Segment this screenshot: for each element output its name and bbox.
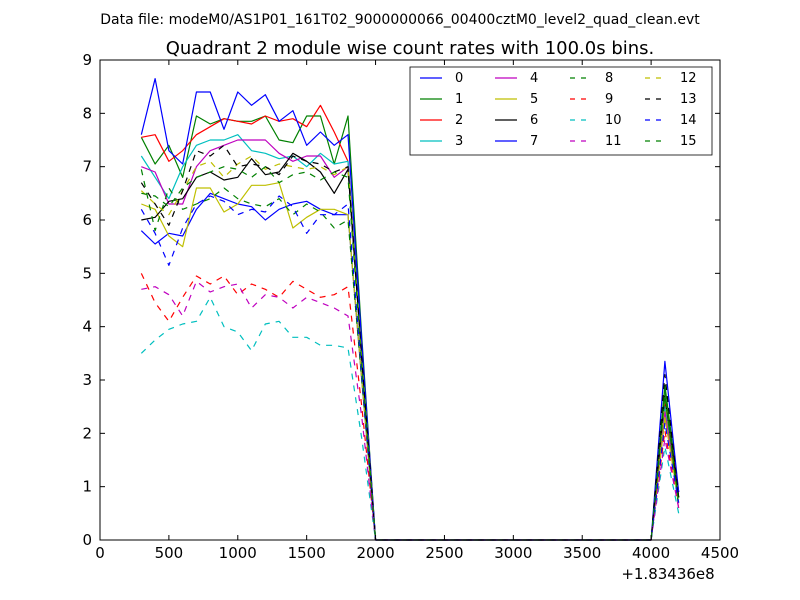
legend-label-9: 9 (605, 92, 613, 107)
x-tick-label: 4500 (701, 544, 739, 562)
legend-label-6: 6 (530, 113, 538, 128)
y-tick-label: 0 (82, 531, 92, 549)
legend-label-1: 1 (455, 92, 463, 107)
x-tick-label: 4000 (632, 544, 670, 562)
x-tick-label: 0 (95, 544, 105, 562)
x-axis: 0 500 1000 1500 2000 2500 3000 3500 4000 4500 (95, 60, 739, 562)
legend-label-0: 0 (455, 71, 463, 86)
legend-label-7: 7 (530, 134, 538, 149)
y-tick-label: 5 (82, 264, 92, 282)
x-tick-label: 500 (155, 544, 184, 562)
y-tick-label: 9 (82, 51, 92, 69)
legend-label-2: 2 (455, 113, 463, 128)
series-line-14 (140, 195, 680, 541)
series-line-15 (141, 166, 680, 541)
y-tick-label: 2 (82, 424, 92, 442)
x-tick-label: 3500 (563, 544, 601, 562)
legend-label-4: 4 (530, 71, 538, 86)
legend-label-11: 11 (605, 134, 622, 149)
y-tick-label: 6 (82, 211, 92, 229)
legend-label-12: 12 (680, 71, 697, 86)
chart-title: Quadrant 2 module wise count rates with … (166, 38, 655, 59)
y-tick-label: 8 (82, 104, 92, 122)
legend-label-10: 10 (605, 113, 622, 128)
y-tick-label: 3 (82, 371, 92, 389)
legend-label-8: 8 (605, 71, 613, 86)
x-offset-label: +1.83436e8 (621, 565, 714, 583)
x-tick-label: 3000 (494, 544, 532, 562)
plot-frame (99, 59, 721, 541)
legend-label-3: 3 (455, 134, 463, 149)
y-tick-label: 4 (82, 318, 92, 336)
legend-label-13: 13 (680, 92, 697, 107)
legend-label-15: 15 (680, 134, 697, 149)
series-line-12 (140, 155, 680, 541)
x-tick-label: 2500 (425, 544, 463, 562)
series-line-10 (140, 296, 680, 541)
y-tick-label: 7 (82, 158, 92, 176)
x-tick-label: 1000 (219, 544, 257, 562)
legend-label-14: 14 (680, 113, 697, 128)
x-tick-label: 1500 (288, 544, 326, 562)
datafile-label: Data file: modeM0/AS1P01_161T02_90000000… (100, 12, 700, 28)
x-tick-label: 2000 (356, 544, 394, 562)
legend-box (409, 66, 713, 156)
legend-label-5: 5 (530, 92, 538, 107)
y-tick-label: 1 (82, 478, 92, 496)
